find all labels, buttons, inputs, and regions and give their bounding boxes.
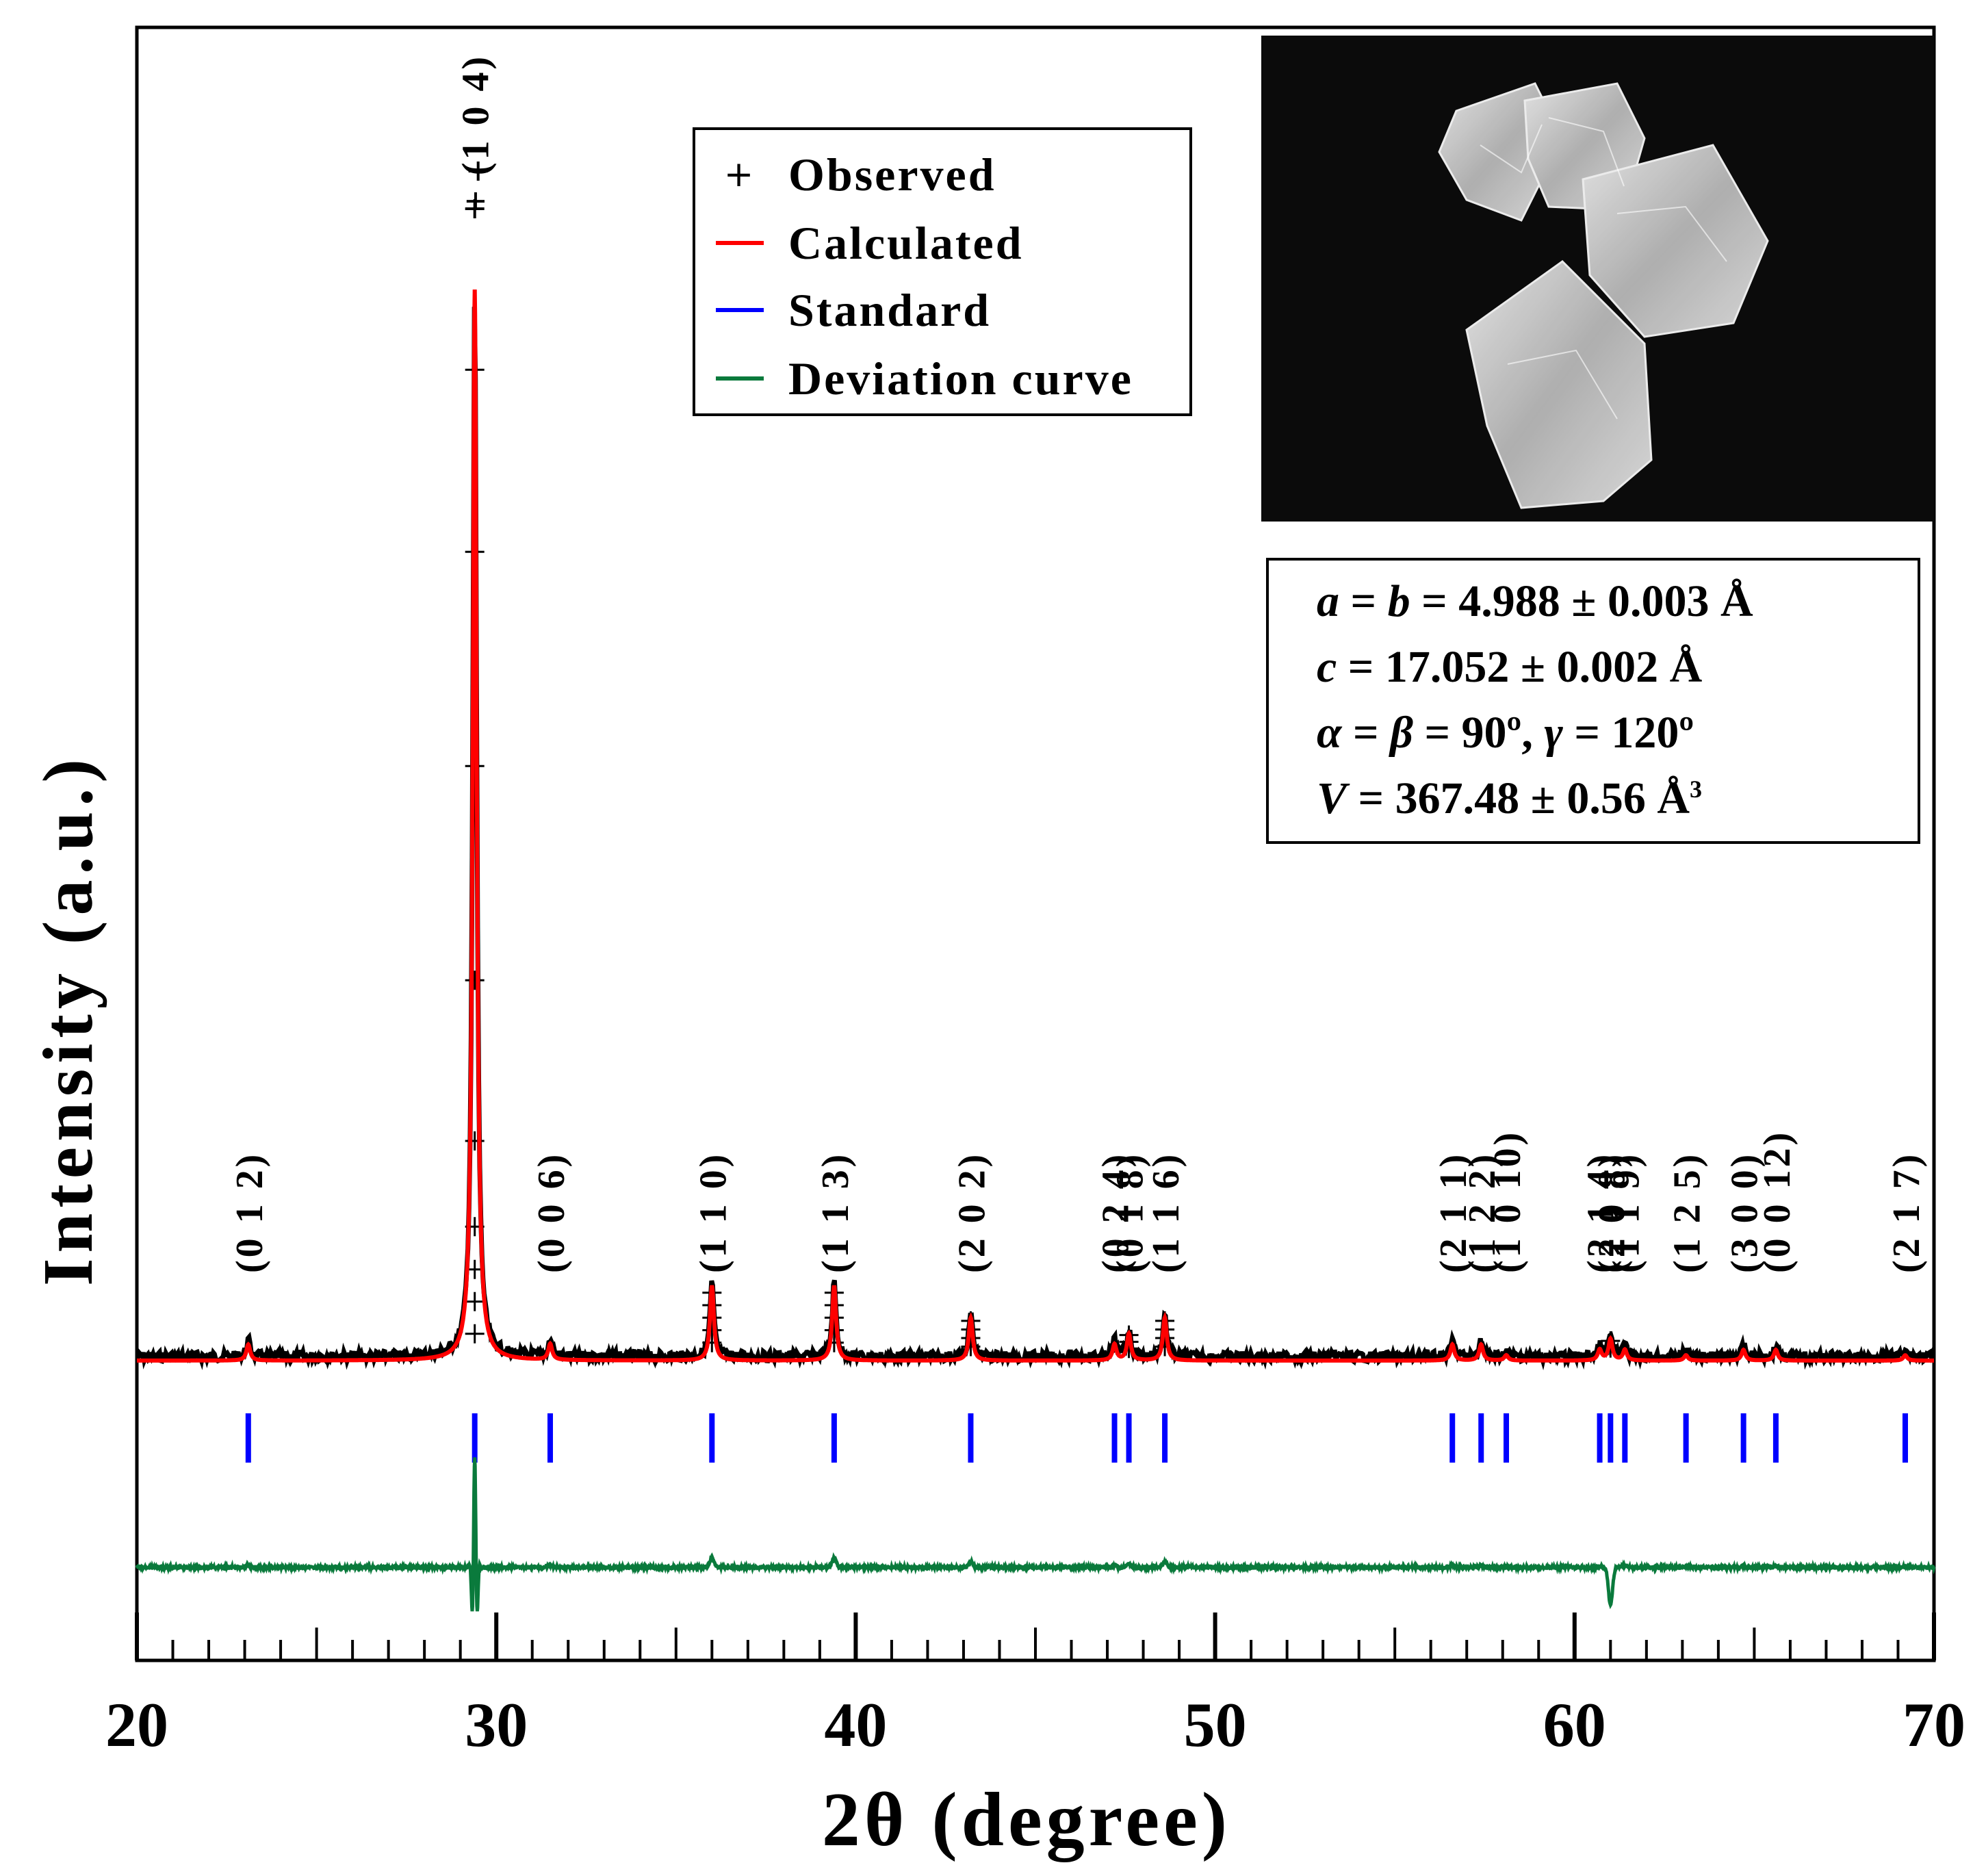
observed-marker <box>465 1324 485 1344</box>
hkl-label: (1 0 10) <box>1486 1130 1529 1273</box>
param-v-value: = 367.48 ± 0.56 Å <box>1347 773 1690 823</box>
hkl-labels: (0 1 2) + (1 0 4) (0 0 6) (1 1 0) (1 1 3) (2 … <box>229 54 1928 1273</box>
observed-marker <box>465 1292 485 1311</box>
param-a-symbol: a <box>1317 576 1339 626</box>
hkl-label: (0 0 6) <box>530 1152 573 1273</box>
x-tick-label: 30 <box>465 1690 528 1760</box>
param-ab: a = b = 4.988 ± 0.003 Å <box>1317 576 1753 628</box>
calculated-series <box>137 289 1934 1363</box>
hkl-label: (1 1 3) <box>814 1152 857 1273</box>
hkl-label: (0 2 4) <box>1095 1152 1137 1273</box>
legend-label-observed: Observed <box>788 148 996 201</box>
param-b-symbol: b <box>1387 576 1410 626</box>
x-tick-label: 40 <box>824 1690 887 1760</box>
standard-swatch <box>716 308 764 312</box>
x-tick-label: 60 <box>1543 1690 1606 1760</box>
hkl-label: (2 1 1) <box>1432 1152 1475 1273</box>
legend-item-calculated: Calculated <box>716 212 1024 274</box>
hkl-label: (0 1 2) <box>229 1152 271 1273</box>
param-gamma-value: = 120º <box>1562 708 1694 758</box>
calculated-curve <box>137 289 1934 1363</box>
param-v-symbol: V <box>1317 773 1347 823</box>
legend-item-observed: + Observed <box>716 144 996 205</box>
param-alpha-beta-value: = 90º, <box>1413 708 1545 758</box>
param-volume: V = 367.48 ± 0.56 Å3 <box>1317 773 1702 825</box>
deviation-curve <box>135 1457 1936 1612</box>
standard-series <box>245 1413 1908 1463</box>
observed-marker <box>465 971 485 990</box>
hkl-label: (1 1 6) <box>1145 1152 1187 1273</box>
crystal-photo-image <box>1438 82 1769 509</box>
crystal-shapes <box>1438 82 1769 509</box>
observed-marker <box>468 162 488 181</box>
param-v-superscript: 3 <box>1690 775 1703 803</box>
axes: 20 30 40 50 60 70 <box>105 25 1965 1760</box>
legend-label-deviation: Deviation curve <box>788 352 1133 404</box>
param-angles: α = β = 90º, γ = 120º <box>1317 707 1694 759</box>
legend-label-calculated: Calculated <box>788 216 1024 269</box>
hkl-label: (0 0 12) <box>1756 1130 1798 1273</box>
hkl-label: (2 0 8) <box>1590 1152 1633 1273</box>
hkl-label: (2 0 2) <box>951 1152 993 1273</box>
legend-label-standard: Standard <box>788 283 992 336</box>
param-beta-symbol: β <box>1390 708 1413 758</box>
y-axis-label: Intensity (a.u.) <box>29 753 107 1287</box>
hkl-label: (1 1 0) <box>692 1152 734 1273</box>
deviation-series <box>135 1457 1936 1612</box>
param-ab-value: = 4.988 ± 0.003 Å <box>1410 576 1753 626</box>
crystal-photo <box>1261 36 1934 522</box>
hkl-label: (1 1 9) <box>1605 1152 1647 1273</box>
calculated-swatch <box>716 241 764 245</box>
param-alpha-symbol: α <box>1317 708 1342 758</box>
hkl-label: (1 2 5) <box>1666 1152 1709 1273</box>
x-tick-label: 50 <box>1184 1690 1247 1760</box>
hkl-label: (3 0 0) <box>1724 1152 1766 1273</box>
x-tick-label: 70 <box>1903 1690 1965 1760</box>
param-angles-eq: = <box>1341 708 1391 758</box>
deviation-swatch <box>716 376 764 381</box>
lattice-parameters: a = b = 4.988 ± 0.003 Å c = 17.052 ± 0.0… <box>1266 558 1920 844</box>
param-c: c = 17.052 ± 0.002 Å <box>1317 641 1702 693</box>
x-tick-label: 20 <box>105 1690 168 1760</box>
x-axis-label: 2θ (degree) <box>821 1777 1232 1862</box>
param-gamma-symbol: γ <box>1544 708 1563 758</box>
observed-marker <box>465 199 485 218</box>
param-c-value: = 17.052 ± 0.002 Å <box>1337 642 1703 692</box>
legend-item-standard: Standard <box>716 279 991 341</box>
hkl-label: (0 1 8) <box>1109 1152 1152 1273</box>
legend: + Observed Calculated Standard Deviation… <box>693 127 1192 416</box>
param-c-symbol: c <box>1317 642 1337 692</box>
legend-item-deviation: Deviation curve <box>716 348 1133 409</box>
hkl-label: + (1 0 4) <box>455 54 498 212</box>
hkl-label: (1 2 2) <box>1461 1152 1504 1273</box>
hkl-label: (2 1 4) <box>1580 1152 1623 1273</box>
param-ab-eq: = <box>1339 576 1388 626</box>
hkl-label: (2 1 7) <box>1885 1152 1928 1273</box>
observed-marker: + <box>723 154 756 195</box>
